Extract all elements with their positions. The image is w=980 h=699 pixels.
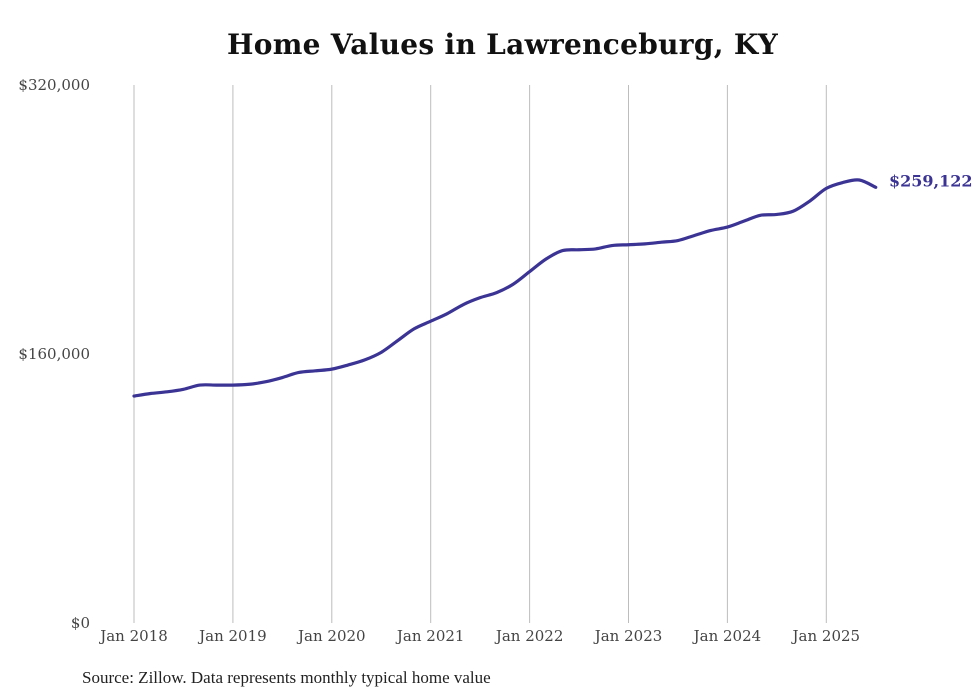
x-tick-label: Jan 2019 <box>197 627 267 645</box>
x-tick-label: Jan 2021 <box>395 627 465 645</box>
x-tick-label: Jan 2020 <box>296 627 366 645</box>
y-tick-label: $160,000 <box>18 345 90 363</box>
x-tick-label: Jan 2022 <box>494 627 564 645</box>
end-value-label: $259,122 <box>889 171 973 190</box>
chart-title: Home Values in Lawrenceburg, KY <box>226 28 779 61</box>
home-value-line <box>132 178 878 398</box>
x-tick-label: Jan 2025 <box>791 627 861 645</box>
y-tick-label: $320,000 <box>18 76 90 94</box>
x-tick-label: Jan 2024 <box>692 627 762 645</box>
y-tick-label: $0 <box>71 614 90 632</box>
source-note: Source: Zillow. Data represents monthly … <box>82 668 491 687</box>
x-tick-label: Jan 2023 <box>593 627 663 645</box>
x-tick-label: Jan 2018 <box>98 627 168 645</box>
